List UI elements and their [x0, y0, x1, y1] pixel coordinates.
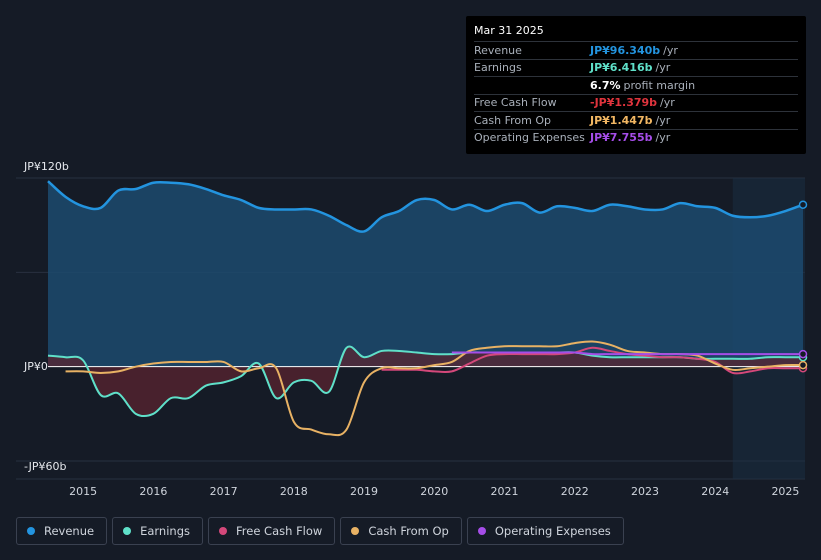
tooltip-row-unit: /yr — [655, 131, 671, 145]
x-tick-label: 2017 — [210, 485, 238, 498]
cash-from-op-end-dot — [798, 360, 808, 370]
tooltip-row-value: 6.7% — [590, 78, 621, 92]
tooltip-row-unit: /yr — [660, 96, 675, 110]
legend-dot-icon — [351, 527, 360, 535]
operating-expenses-end-dot — [798, 349, 808, 359]
tooltip-row-unit: /yr — [663, 43, 678, 57]
legend-label: Earnings — [140, 524, 190, 538]
operating-expenses-line — [451, 351, 803, 356]
tooltip-row: Free Cash Flow -JP¥1.379b/yr — [474, 93, 798, 112]
tooltip-row-value: JP¥7.755b — [590, 131, 653, 145]
tooltip-row-unit: profit margin — [623, 78, 696, 92]
x-tick-label: 2024 — [701, 485, 729, 498]
legend: Revenue Earnings Free Cash Flow Cash From O… — [16, 517, 629, 545]
earnings-area — [48, 346, 803, 417]
legend-dot-icon — [123, 527, 132, 535]
tooltip-row-value: JP¥96.340b — [590, 43, 661, 57]
x-tick-label: 2019 — [350, 485, 378, 498]
legend-item-cash-from-op[interactable]: Cash From Op — [340, 517, 462, 545]
y-label-top: JP¥120b — [24, 160, 69, 173]
series-fills — [48, 181, 803, 417]
legend-dot-icon — [477, 527, 486, 535]
tooltip-panel: Mar 31 2025 Revenue JP¥96.340b/yr Earnings… — [466, 16, 806, 154]
tooltip-row-value: -JP¥1.379b — [590, 96, 658, 110]
legend-label: Cash From Op — [368, 524, 449, 538]
tooltip-row: Revenue JP¥96.340b/yr — [474, 41, 798, 59]
revenue-area — [48, 181, 803, 367]
y-label-bottom: -JP¥60b — [24, 460, 67, 473]
legend-label: Revenue — [44, 524, 95, 538]
tooltip-row-label: Cash From Op — [474, 113, 552, 127]
tooltip-row: 6.7% profit margin — [474, 76, 798, 94]
tooltip-row-label: Operating Expenses — [474, 131, 585, 145]
x-axis-ticks: 2015 2016 2017 2018 2019 2020 2021 2022 2023 2024… — [69, 485, 799, 498]
tooltip-row-label: Revenue — [474, 43, 522, 57]
legend-dot-icon — [219, 527, 227, 535]
tooltip-row: Operating Expenses JP¥7.755b/yr — [474, 128, 798, 147]
revenue-end-dot — [798, 200, 808, 209]
legend-item-revenue[interactable]: Revenue — [16, 517, 108, 545]
legend-item-free-cash-flow[interactable]: Free Cash Flow — [208, 517, 336, 545]
legend-dot-icon — [27, 527, 35, 535]
legend-item-earnings[interactable]: Earnings — [112, 517, 203, 545]
legend-label: Free Cash Flow — [236, 524, 323, 538]
legend-item-operating-expenses[interactable]: Operating Expenses — [466, 517, 624, 545]
x-tick-label: 2025 — [771, 485, 799, 498]
x-tick-label: 2018 — [280, 485, 308, 498]
series-end-dots — [798, 200, 808, 373]
x-tick-label: 2022 — [561, 485, 589, 498]
revenue-line — [47, 180, 804, 233]
tooltip-row-label: Free Cash Flow — [474, 96, 557, 110]
tooltip-row: Cash From Op JP¥1.447b/yr — [474, 111, 798, 129]
x-tick-label: 2021 — [491, 485, 519, 498]
y-label-zero: JP¥0 — [24, 360, 48, 373]
tooltip-row: Earnings JP¥6.416b/yr — [474, 58, 798, 77]
x-tick-label: 2023 — [631, 485, 659, 498]
x-tick-label: 2016 — [139, 485, 167, 498]
tooltip-row-value: JP¥6.416b — [590, 61, 653, 75]
free-cash-flow-line — [381, 346, 803, 375]
series-lines — [47, 180, 804, 437]
tooltip-row-value: JP¥1.447b — [590, 113, 653, 127]
tooltip-row-unit: /yr — [655, 113, 671, 127]
legend-label: Operating Expenses — [494, 524, 611, 538]
x-tick-label: 2020 — [420, 485, 448, 498]
x-tick-label: 2015 — [69, 485, 97, 498]
tooltip-date: Mar 31 2025 — [474, 24, 544, 37]
tooltip-row-label: Earnings — [474, 61, 522, 75]
tooltip-row-unit: /yr — [655, 61, 671, 75]
